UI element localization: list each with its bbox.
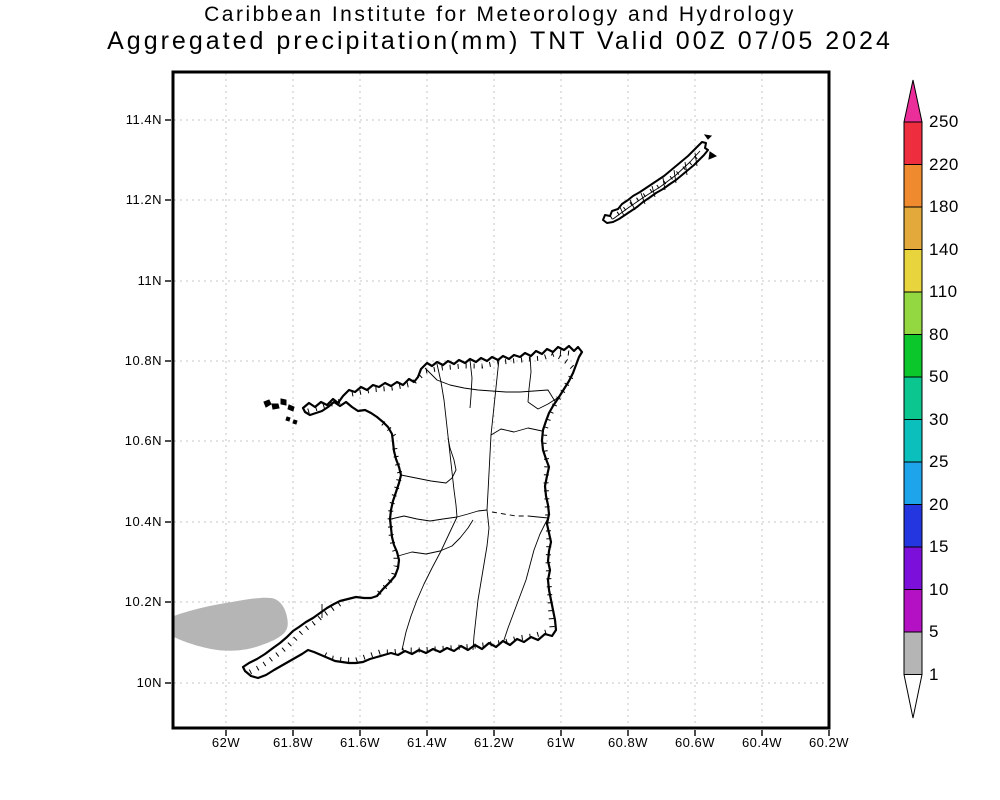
x-axis-tick-label: 61.4W	[406, 735, 448, 750]
district-boundary	[456, 509, 488, 518]
colorbar-segment	[903, 461, 923, 505]
figure-title-line1: Caribbean Institute for Meteorology and …	[204, 3, 796, 26]
colorbar-tick-label: 250	[929, 112, 959, 131]
district-boundary	[619, 206, 625, 217]
plot-frame	[171, 70, 831, 730]
colorbar-tick-label: 220	[929, 154, 959, 174]
x-axis-tick-label: 60.2W	[808, 735, 850, 750]
colorbar-tick-label: 1	[929, 664, 939, 684]
colorbar-tick-label: 110	[929, 282, 958, 301]
district-boundary	[527, 515, 549, 519]
x-axis-tick-label: 60.4W	[741, 735, 783, 750]
colorbar-tick-label: 180	[929, 197, 959, 216]
district-boundary	[486, 358, 500, 511]
colorbar-tick-label: 50	[929, 367, 949, 386]
colorbar-arrow-top	[903, 79, 923, 123]
colorbar	[903, 79, 923, 719]
district-boundary	[424, 367, 557, 404]
colorbar-segment	[903, 121, 923, 165]
islet	[287, 404, 295, 412]
district-boundary	[472, 509, 490, 651]
islet	[280, 398, 287, 406]
colorbar-tick-label: 140	[929, 239, 959, 259]
axis-ticks	[165, 119, 830, 736]
district-boundary	[397, 519, 474, 557]
district-boundary	[612, 150, 701, 220]
district-boundary	[694, 152, 698, 167]
colorbar-segment	[903, 206, 923, 250]
y-axis-tick-label: 10N	[136, 675, 162, 690]
colorbar-arrow-bottom	[903, 674, 923, 719]
x-axis-tick-label: 60.8W	[607, 735, 649, 750]
district-boundary	[400, 437, 457, 484]
district-boundary	[503, 517, 549, 641]
islet	[285, 416, 291, 422]
y-axis-tick-label: 11N	[137, 273, 162, 288]
district-boundary	[684, 161, 688, 176]
colorbar-tick-label: 30	[929, 409, 949, 429]
colorbar-segment	[903, 249, 923, 293]
colorbar-segment	[903, 546, 923, 590]
figure-title-line2: Aggregated precipitation(mm) TNT Valid 0…	[107, 27, 893, 55]
colorbar-tick-label: 15	[929, 537, 949, 556]
district-boundary	[527, 396, 560, 410]
islet	[292, 419, 298, 425]
coastal-cells	[609, 153, 700, 220]
colorbar-tick-label: 10	[929, 579, 949, 599]
colorbar-tick-label: 80	[929, 324, 949, 344]
colorbar-tick-label: 5	[929, 622, 939, 641]
y-axis-tick-label: 11.2N	[125, 192, 162, 207]
colorbar-segment	[903, 164, 923, 208]
district-boundary	[469, 359, 473, 409]
coastal-cells	[550, 350, 575, 370]
colorbar-segment	[903, 419, 923, 463]
colorbar-segment	[903, 376, 923, 420]
y-axis-tick-label: 10.2N	[124, 594, 162, 609]
islet	[703, 134, 713, 140]
trinidad-coastline	[241, 344, 584, 680]
tobago-coastline	[602, 141, 709, 224]
district-boundary	[390, 515, 458, 522]
gridlines	[174, 73, 830, 727]
y-axis-tick-label: 11.4N	[125, 112, 162, 127]
district-boundary	[490, 427, 543, 436]
coastal-cells	[318, 629, 547, 663]
colorbar-segment	[903, 291, 923, 335]
colorbar-segment	[903, 631, 923, 675]
y-axis-tick-label: 10.6N	[124, 433, 162, 448]
x-axis-tick-label: 61.2W	[473, 735, 515, 750]
colorbar-segment	[903, 589, 923, 633]
district-boundary	[527, 354, 532, 403]
district-boundary	[401, 516, 458, 651]
small-islands	[263, 134, 718, 425]
x-axis-tick-label: 60.6W	[674, 735, 716, 750]
x-axis-tick-label: 61W	[546, 735, 576, 750]
x-axis-tick-label: 61.6W	[339, 735, 381, 750]
coastal-cells	[351, 349, 577, 397]
district-boundary-dashed	[491, 511, 528, 517]
islet	[271, 403, 280, 410]
y-axis-tick-label: 10.8N	[124, 353, 162, 368]
precipitation-area	[174, 597, 288, 651]
colorbar-segment	[903, 334, 923, 378]
x-axis-tick-label: 62W	[211, 735, 241, 750]
colorbar-tick-label: 25	[929, 452, 949, 471]
colorbar-tick-label: 20	[929, 494, 949, 514]
y-axis-tick-label: 10.4N	[124, 514, 162, 529]
islet	[263, 399, 272, 408]
coastal-district-texture	[248, 153, 700, 675]
x-axis-tick-label: 61.8W	[272, 735, 314, 750]
district-boundaries	[321, 150, 701, 651]
colorbar-segment	[903, 504, 923, 548]
islet	[708, 151, 718, 160]
